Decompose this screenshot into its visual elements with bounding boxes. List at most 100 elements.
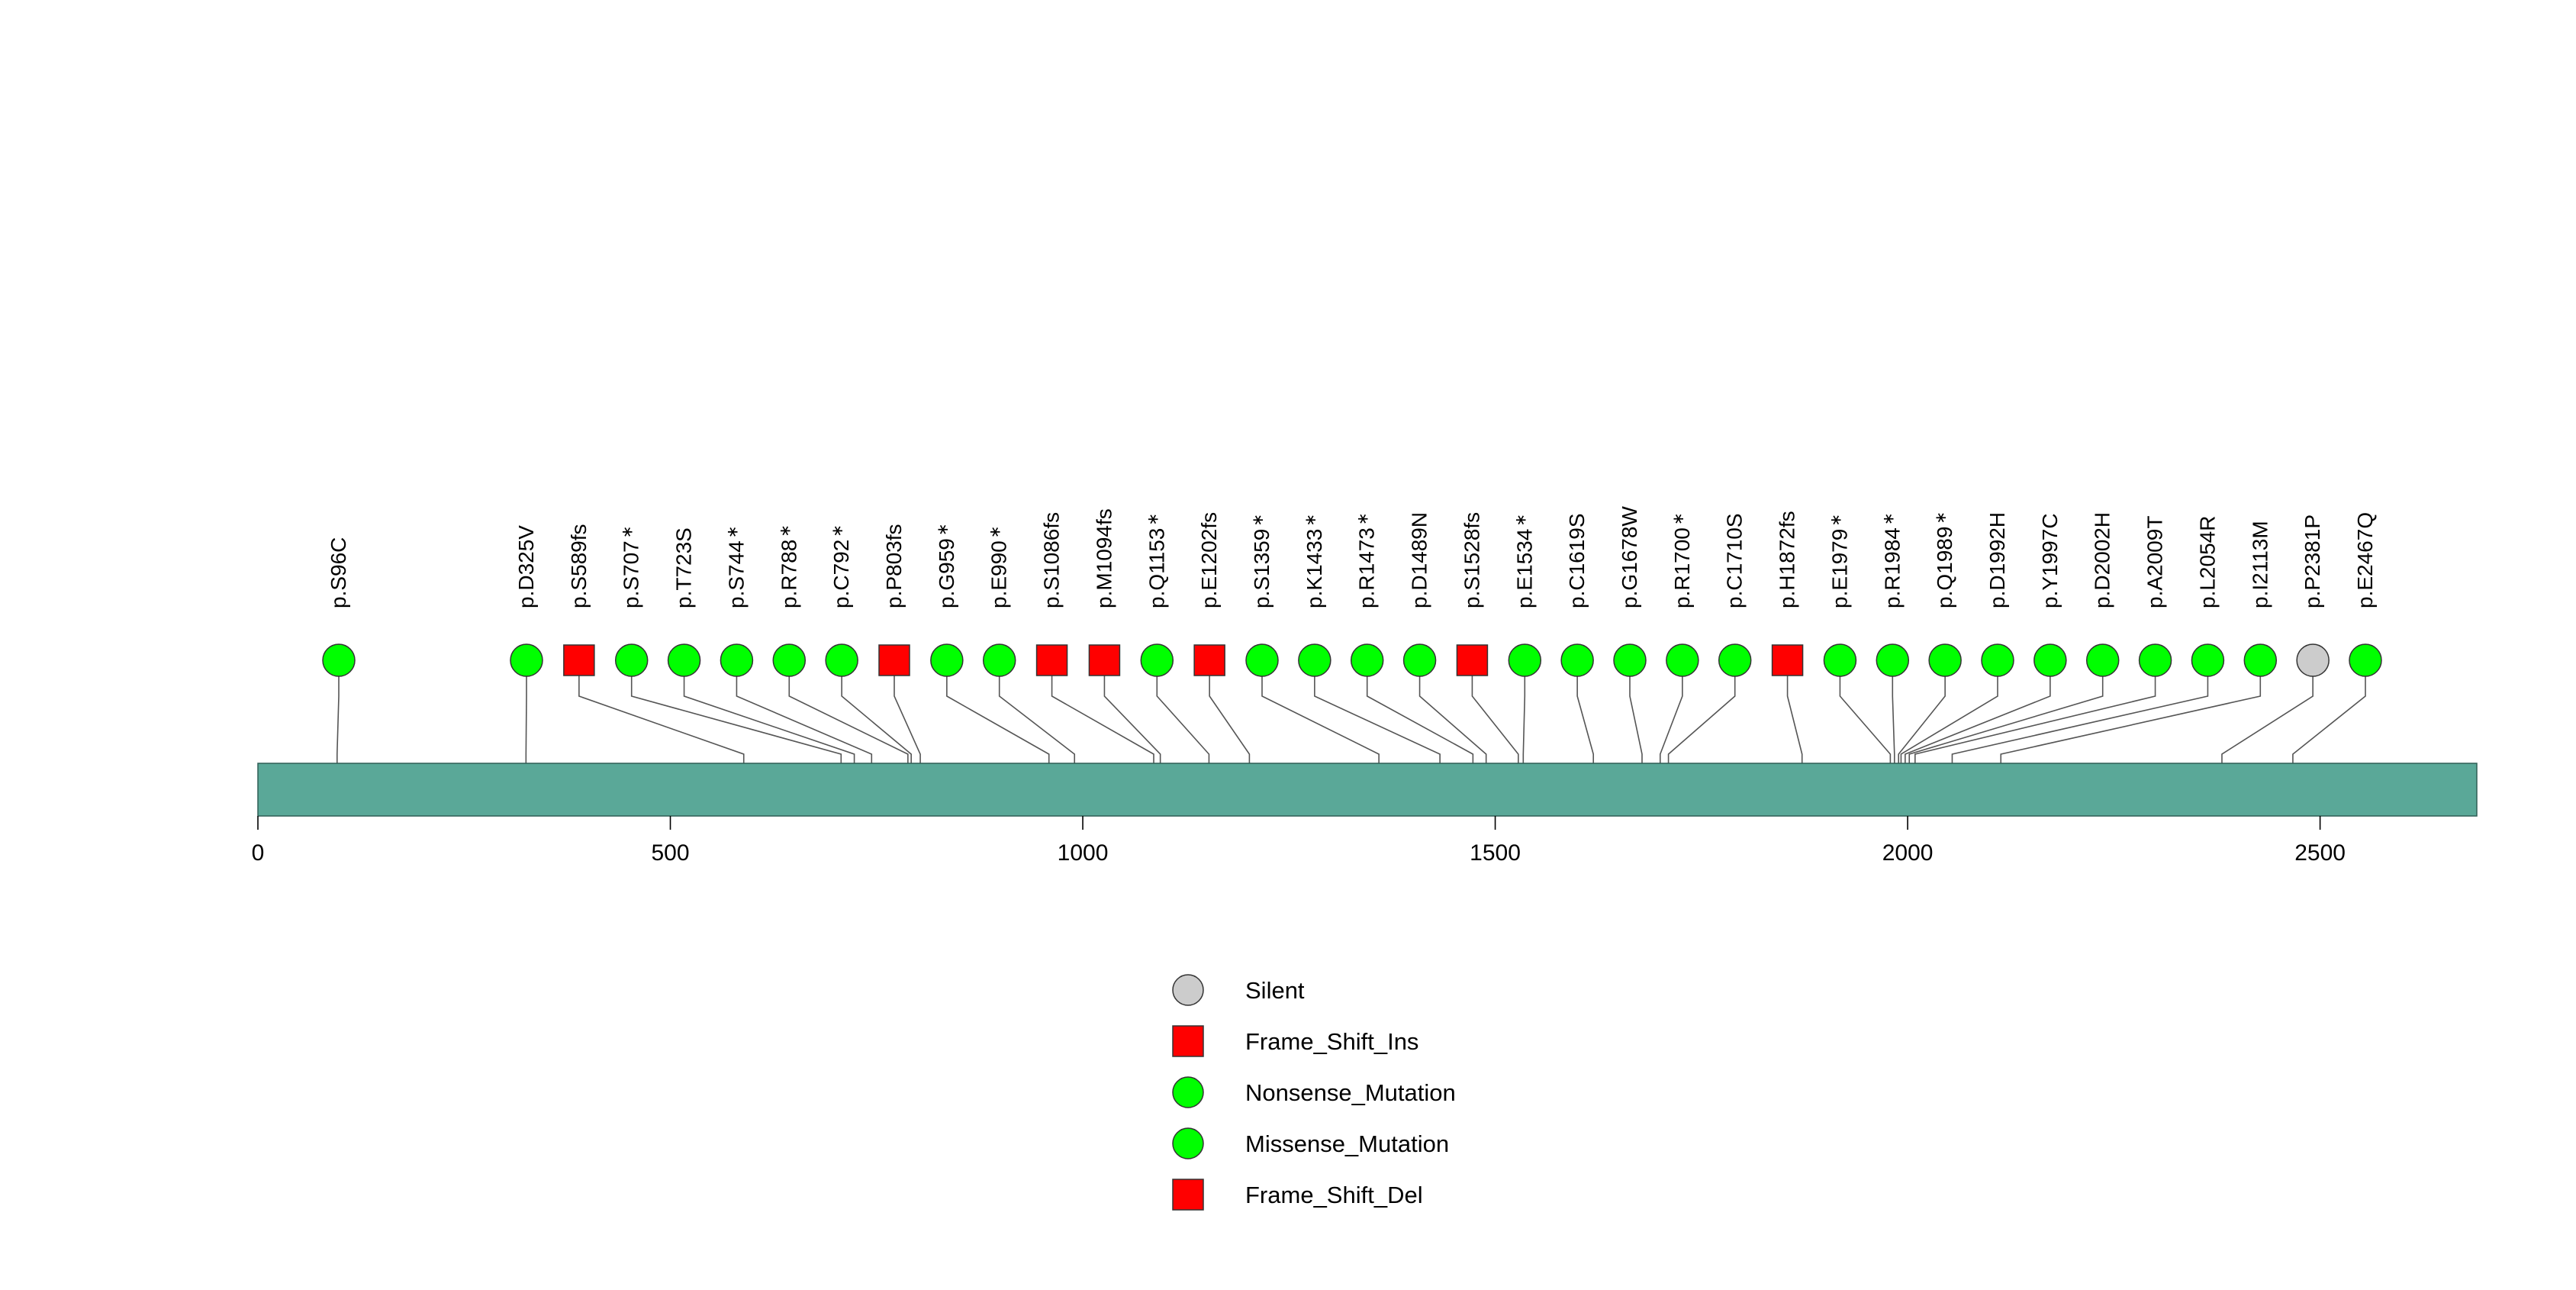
mutation-label-p-r1700-23: p.R1700∗ bbox=[1670, 512, 1694, 608]
marker-p-a2009t-32 bbox=[2138, 643, 2172, 677]
marker-p-s1528fs-19 bbox=[1456, 644, 1489, 676]
marker-p-s589fs-2 bbox=[563, 644, 595, 676]
marker-p-c1710s-24 bbox=[1718, 643, 1752, 677]
marker-p-i2113m-34 bbox=[2243, 643, 2278, 677]
marker-p-c792-7 bbox=[825, 643, 858, 677]
marker-p-s744-5 bbox=[720, 643, 754, 677]
tick-label-2000: 2000 bbox=[1882, 840, 1934, 866]
marker-p-e2467q-36 bbox=[2349, 643, 2382, 677]
mutation-label-p-k1433-16: p.K1433∗ bbox=[1302, 514, 1326, 608]
mutation-label-p-s1086fs-11: p.S1086fs bbox=[1040, 512, 1064, 608]
legend-nonsense-mutation-swatch bbox=[1172, 1076, 1204, 1108]
mutation-label-p-c1710s-24: p.C1710S bbox=[1723, 513, 1747, 608]
marker-p-r788-6 bbox=[772, 643, 807, 677]
nonsense-star-glyph: ∗ bbox=[987, 525, 1004, 538]
mutation-label-p-e1202fs-14: p.E1202fs bbox=[1197, 512, 1221, 608]
marker-p-e1534-20 bbox=[1508, 643, 1542, 677]
mutation-label-p-e990-10: p.E990∗ bbox=[987, 525, 1011, 608]
mutation-label-p-r788-6: p.R788∗ bbox=[777, 524, 800, 608]
nonsense-star-glyph: ∗ bbox=[1302, 514, 1319, 527]
nonsense-star-glyph: ∗ bbox=[829, 524, 846, 537]
nonsense-star-glyph: ∗ bbox=[1355, 512, 1372, 525]
mutation-label-p-s96c-0: p.S96C bbox=[327, 537, 350, 608]
nonsense-star-glyph: ∗ bbox=[935, 523, 952, 536]
mutation-label-p-d325v-1: p.D325V bbox=[514, 525, 538, 608]
mutation-label-p-p2381p-35: p.P2381P bbox=[2301, 514, 2324, 608]
legend-silent-swatch bbox=[1172, 974, 1204, 1006]
mutation-label-p-q1989-28: p.Q1989∗ bbox=[1933, 511, 1956, 608]
nonsense-star-glyph: ∗ bbox=[724, 525, 741, 538]
mutation-label-p-m1094fs-12: p.M1094fs bbox=[1092, 508, 1116, 608]
legend-missense-mutation-label: Missense_Mutation bbox=[1245, 1130, 1449, 1157]
mutation-label-p-e2467q-36: p.E2467Q bbox=[2353, 512, 2377, 608]
marker-p-t723s-4 bbox=[667, 643, 701, 677]
nonsense-star-glyph: ∗ bbox=[777, 524, 794, 537]
mutation-markers bbox=[322, 643, 2382, 677]
mutation-label-p-g959-9: p.G959∗ bbox=[935, 523, 958, 608]
legend-frame-shift-del-label: Frame_Shift_Del bbox=[1245, 1182, 1423, 1208]
legend-frame-shift-ins-label: Frame_Shift_Ins bbox=[1245, 1028, 1418, 1055]
nonsense-star-glyph: ∗ bbox=[1250, 514, 1267, 527]
mutation-label-p-s707-3: p.S707∗ bbox=[620, 525, 643, 608]
marker-p-g1678w-22 bbox=[1613, 643, 1647, 677]
marker-p-e1202fs-14 bbox=[1193, 644, 1225, 676]
nonsense-star-glyph: ∗ bbox=[1933, 511, 1950, 524]
mutation-labels: p.S96C p.D325V p.S589fs p.S707∗ p.T723S p.S74… bbox=[327, 506, 2377, 608]
tick-label-0: 0 bbox=[252, 840, 265, 866]
mutation-label-p-r1984-27: p.R1984∗ bbox=[1880, 512, 1904, 608]
marker-p-d325v-1 bbox=[510, 643, 543, 677]
marker-p-m1094fs-12 bbox=[1088, 644, 1121, 676]
legend: Silent Frame_Shift_Ins Nonsense_Mutation Mi… bbox=[1172, 974, 1456, 1211]
legend-missense-mutation-swatch bbox=[1172, 1127, 1204, 1159]
mutation-label-p-e1534-20: p.E1534∗ bbox=[1512, 514, 1536, 608]
domain-bar bbox=[257, 763, 2478, 817]
mutation-label-p-d2002h-31: p.D2002H bbox=[2091, 512, 2114, 608]
mutation-label-p-c1619s-21: p.C1619S bbox=[1565, 513, 1589, 608]
marker-p-r1473-17 bbox=[1350, 643, 1384, 677]
marker-p-d1489n-18 bbox=[1402, 643, 1437, 677]
nonsense-star-glyph: ∗ bbox=[1145, 513, 1161, 526]
marker-p-p803fs-8 bbox=[878, 644, 910, 676]
mutation-label-p-c792-7: p.C792∗ bbox=[829, 524, 853, 608]
tick-label-2500: 2500 bbox=[2294, 840, 2346, 866]
marker-p-r1700-23 bbox=[1666, 643, 1699, 677]
mutation-label-p-y1997c-30: p.Y1997C bbox=[2038, 513, 2062, 608]
tick-label-500: 500 bbox=[651, 840, 689, 866]
legend-nonsense-mutation-label: Nonsense_Mutation bbox=[1245, 1079, 1456, 1106]
nonsense-star-glyph: ∗ bbox=[620, 525, 636, 538]
nonsense-star-glyph: ∗ bbox=[1880, 512, 1897, 525]
marker-p-s1086fs-11 bbox=[1035, 644, 1068, 676]
marker-p-r1984-27 bbox=[1876, 643, 1910, 677]
mutation-label-p-s589fs-2: p.S589fs bbox=[567, 524, 591, 608]
marker-p-s96c-0 bbox=[322, 643, 356, 677]
marker-p-e1979-26 bbox=[1823, 643, 1857, 677]
marker-p-q1153-13 bbox=[1140, 643, 1174, 677]
mutation-label-p-e1979-26: p.E1979∗ bbox=[1827, 514, 1851, 608]
marker-p-p2381p-35 bbox=[2296, 643, 2330, 677]
mutation-label-p-h1872fs-25: p.H1872fs bbox=[1776, 511, 1799, 608]
legend-frame-shift-del-swatch bbox=[1172, 1179, 1204, 1211]
mutation-label-p-t723s-4: p.T723S bbox=[672, 527, 696, 608]
protein-domain bbox=[257, 763, 2478, 817]
marker-p-l2054r-33 bbox=[2191, 643, 2225, 677]
marker-p-k1433-16 bbox=[1298, 643, 1331, 677]
legend-frame-shift-ins-swatch bbox=[1172, 1025, 1204, 1057]
mutation-label-p-r1473-17: p.R1473∗ bbox=[1355, 512, 1379, 608]
mutation-label-p-s744-5: p.S744∗ bbox=[724, 525, 748, 608]
mutation-label-p-q1153-13: p.Q1153∗ bbox=[1145, 513, 1168, 608]
marker-p-d1992h-29 bbox=[1981, 643, 2014, 677]
mutation-label-p-l2054r-33: p.L2054R bbox=[2195, 516, 2219, 608]
mutation-label-p-p803fs-8: p.P803fs bbox=[882, 524, 906, 608]
marker-p-g959-9 bbox=[930, 643, 964, 677]
legend-silent-label: Silent bbox=[1245, 977, 1305, 1004]
marker-p-e990-10 bbox=[982, 643, 1016, 677]
marker-p-c1619s-21 bbox=[1560, 643, 1594, 677]
nonsense-star-glyph: ∗ bbox=[1827, 514, 1844, 527]
mutation-label-p-a2009t-32: p.A2009T bbox=[2143, 516, 2167, 608]
tick-label-1500: 1500 bbox=[1470, 840, 1521, 866]
x-axis: 0 500 1000 1500 2000 2500 bbox=[252, 816, 2346, 866]
mutation-label-p-g1678w-22: p.G1678W bbox=[1618, 506, 1641, 608]
marker-p-s707-3 bbox=[614, 643, 649, 677]
nonsense-star-glyph: ∗ bbox=[1670, 512, 1687, 525]
